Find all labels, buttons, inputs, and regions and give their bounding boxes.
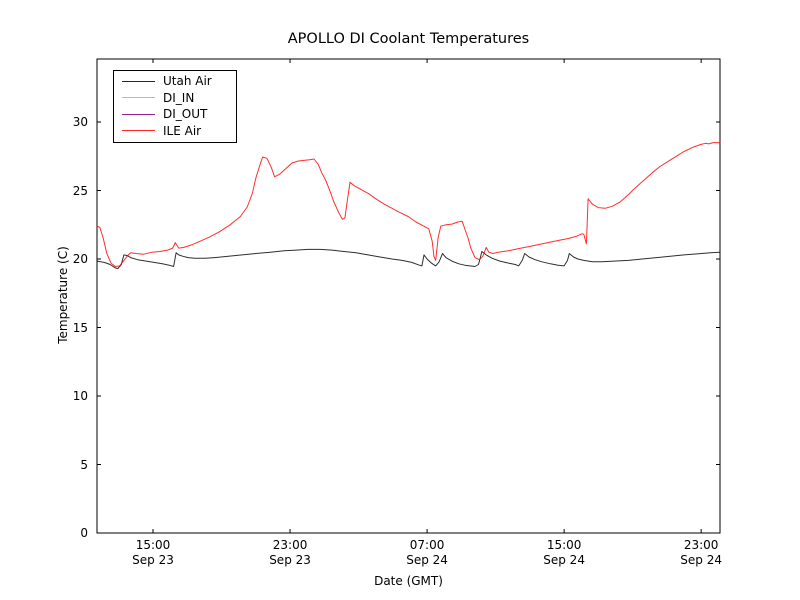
series-line-ile-air: [96, 142, 721, 267]
series-line-utah-air: [96, 248, 721, 270]
y-tick-label: 25: [72, 183, 88, 198]
chart-title: APOLLO DI Coolant Temperatures: [287, 31, 530, 47]
x-axis-label: Date (GMT): [374, 574, 443, 588]
x-tick-label: 07:00 Sep 24: [406, 538, 448, 567]
legend-item-ile-air: ILE Air: [118, 123, 232, 140]
x-tick-label: 23:00 Sep 24: [680, 538, 722, 567]
x-tick-label: 15:00 Sep 23: [132, 538, 174, 567]
x-tick-label: 23:00 Sep 23: [269, 538, 311, 567]
y-tick-label: 10: [72, 389, 88, 403]
axes-frame: [96, 58, 721, 534]
utah-air-line-swatch: [122, 80, 155, 82]
y-axis-label: Temperature (C): [56, 246, 70, 344]
legend-label: ILE Air: [163, 123, 202, 138]
legend-item-di-out: DI_OUT: [118, 106, 232, 123]
legend-label: DI_OUT: [163, 107, 208, 122]
x-tick-label: 15:00 Sep 24: [543, 538, 585, 567]
y-tick-label: 0: [80, 526, 88, 540]
legend-item-utah-air: Utah Air: [118, 73, 232, 90]
di-in-line-swatch: [122, 97, 155, 99]
legend-label: Utah Air: [163, 74, 212, 89]
y-tick-label: 30: [72, 115, 88, 130]
legend-item-di-in: DI_IN: [118, 90, 232, 107]
ile-air-line-swatch: [122, 130, 155, 132]
y-tick-label: 15: [72, 320, 88, 335]
di-out-line-swatch: [122, 113, 155, 115]
legend-label: DI_IN: [163, 90, 195, 105]
legend: Utah Air DI_IN DI_OUT ILE Air: [113, 70, 237, 143]
y-tick-label: 20: [72, 252, 88, 266]
y-tick-label: 5: [80, 457, 88, 472]
